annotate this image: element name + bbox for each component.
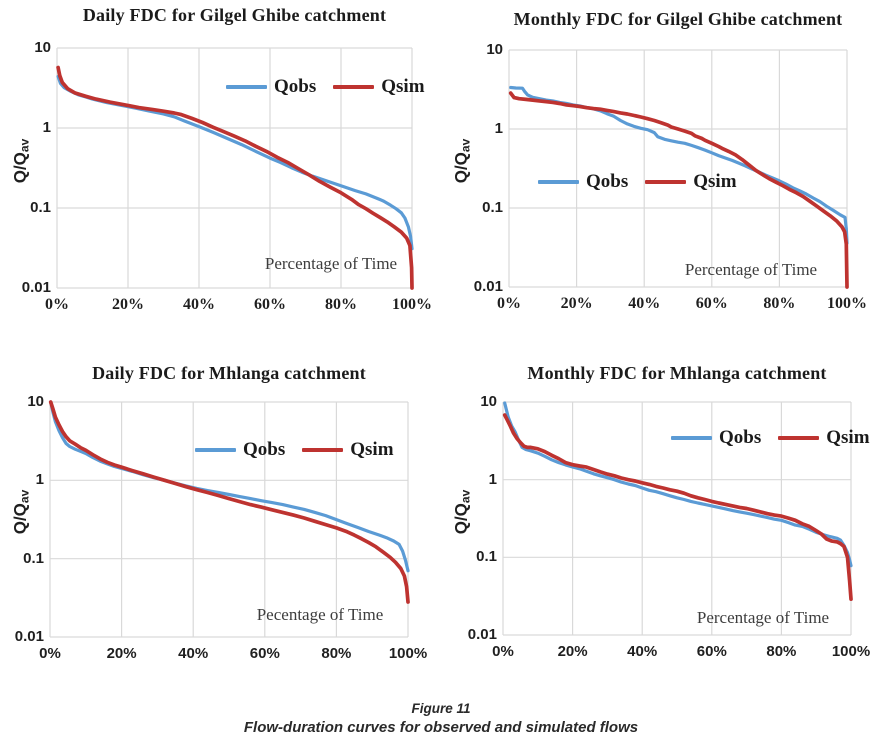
qobs-curve xyxy=(509,85,849,245)
y-tick-label: 1 xyxy=(42,119,51,136)
y-tick-label: 0.01 xyxy=(467,626,497,643)
x-tick-label: 80% xyxy=(766,643,797,660)
y-tick-label: 0.01 xyxy=(21,279,51,296)
legend: Qobs Qsim xyxy=(226,76,425,98)
x-axis-inner-label: Percentage of Time xyxy=(264,254,398,273)
legend-label: Qobs xyxy=(586,171,629,192)
y-tick-label: 0.01 xyxy=(473,278,503,295)
y-tick-label: 0.01 xyxy=(14,628,44,645)
y-tick-label: 10 xyxy=(480,393,497,410)
legend-item-qsim: Qsim xyxy=(302,439,394,461)
x-axis-inner-label: Pecentage of Time xyxy=(256,605,384,624)
qsim-curve xyxy=(48,400,410,604)
legend-label: Qsim xyxy=(381,76,425,97)
x-tick-label: 100% xyxy=(831,643,871,660)
x-axis-inner-label: Percentage of Time xyxy=(696,608,830,627)
figure-description: Flow-duration curves for observed and si… xyxy=(243,719,639,736)
y-tick-label: 10 xyxy=(34,39,51,56)
y-axis-title: Q/Qav xyxy=(451,139,473,184)
chart-daily-fdc-gilgel-ghibe: Daily FDC for Gilgel Ghibe catchment Q/Q… xyxy=(0,0,441,335)
qsim-curve xyxy=(508,91,849,289)
chart-title: Monthly FDC for Gilgel Ghibe catchment xyxy=(513,9,843,29)
x-tick-label: 80% xyxy=(321,645,352,662)
chart-title: Daily FDC for Mhlanga catchment xyxy=(92,363,366,383)
y-tick-label: 0.1 xyxy=(482,199,503,216)
legend: Qobs Qsim xyxy=(195,439,394,461)
x-tick-label: 20% xyxy=(560,295,593,312)
y-tick-label: 0.1 xyxy=(30,199,51,216)
chart-monthly-fdc-gilgel-ghibe: Monthly FDC for Gilgel Ghibe catchment Q… xyxy=(441,0,882,335)
y-axis-title: Q/Qav xyxy=(10,490,32,535)
legend: Qobs Qsim xyxy=(538,171,737,193)
legend-item-qobs: Qobs xyxy=(226,76,316,98)
qobs-curve xyxy=(49,400,410,573)
legend-item-qsim: Qsim xyxy=(333,76,425,98)
x-tick-label: 40% xyxy=(628,295,661,312)
legend: Qobs Qsim xyxy=(671,427,870,449)
x-tick-label: 100% xyxy=(827,295,867,312)
x-tick-label: 0% xyxy=(39,645,61,662)
legend-swatch-qobs xyxy=(195,448,236,452)
plot-area xyxy=(56,47,414,290)
legend-label: Qobs xyxy=(243,439,286,460)
x-tick-label: 60% xyxy=(249,645,280,662)
x-tick-label: 40% xyxy=(178,645,209,662)
figure-caption: Figure 11 Flow-duration curves for obser… xyxy=(0,701,882,736)
legend-label: Qobs xyxy=(719,427,762,448)
x-tick-label: 20% xyxy=(112,296,144,313)
legend-swatch-qobs xyxy=(538,180,579,184)
y-tick-label: 1 xyxy=(494,120,503,137)
legend-label: Qsim xyxy=(693,171,737,192)
x-tick-label: 40% xyxy=(183,296,215,313)
y-tick-label: 0.1 xyxy=(476,548,497,566)
legend-swatch-qsim xyxy=(645,180,687,184)
x-tick-label: 0% xyxy=(497,295,521,312)
y-axis-title: Q/Qav xyxy=(451,489,473,534)
legend-label: Qsim xyxy=(826,427,870,448)
legend-swatch-qsim xyxy=(333,85,375,89)
y-tick-label: 1 xyxy=(35,471,44,489)
x-tick-label: 80% xyxy=(763,295,796,312)
legend-label: Qobs xyxy=(274,76,317,97)
legend-item-qobs: Qobs xyxy=(671,427,761,449)
legend-item-qsim: Qsim xyxy=(778,427,870,449)
x-tick-label: 0% xyxy=(492,643,514,660)
x-tick-label: 60% xyxy=(254,296,286,313)
x-axis-inner-label: Percentage of Time xyxy=(684,260,818,279)
y-axis-title: Q/Qav xyxy=(10,138,32,184)
chart-title: Daily FDC for Gilgel Ghibe catchment xyxy=(82,5,387,25)
legend-item-qsim: Qsim xyxy=(645,171,737,193)
chart-daily-fdc-mhlanga: Daily FDC for Mhlanga catchment Q/Qav Pe… xyxy=(0,350,441,685)
legend-item-qobs: Qobs xyxy=(195,439,285,461)
x-tick-label: 40% xyxy=(627,643,658,660)
legend-label: Qsim xyxy=(350,439,394,460)
x-tick-label: 60% xyxy=(695,295,728,312)
qobs-curve xyxy=(503,401,853,568)
x-tick-label: 60% xyxy=(696,643,727,660)
y-tick-label: 10 xyxy=(486,41,503,58)
x-tick-label: 0% xyxy=(45,296,69,313)
plot-area xyxy=(48,400,410,638)
figure-number: Figure 11 xyxy=(411,701,471,716)
y-tick-label: 0.1 xyxy=(23,549,44,567)
x-tick-label: 80% xyxy=(325,296,357,313)
legend-swatch-qsim xyxy=(778,436,820,440)
y-tick-label: 10 xyxy=(27,393,44,410)
legend-swatch-qsim xyxy=(302,448,344,452)
qsim-curve xyxy=(502,413,853,601)
x-tick-label: 20% xyxy=(106,645,137,662)
legend-swatch-qobs xyxy=(226,85,267,89)
x-tick-label: 100% xyxy=(392,296,432,313)
plot-area xyxy=(508,49,849,289)
chart-title: Monthly FDC for Mhlanga catchment xyxy=(527,363,827,383)
legend-item-qobs: Qobs xyxy=(538,171,628,193)
chart-monthly-fdc-mhlanga: Monthly FDC for Mhlanga catchment Q/Qav … xyxy=(441,350,882,685)
x-tick-label: 20% xyxy=(557,643,588,660)
y-tick-label: 1 xyxy=(488,470,497,488)
x-tick-label: 100% xyxy=(388,645,428,662)
legend-swatch-qobs xyxy=(671,436,712,440)
qsim-curve xyxy=(56,65,414,290)
plot-area xyxy=(502,401,853,636)
